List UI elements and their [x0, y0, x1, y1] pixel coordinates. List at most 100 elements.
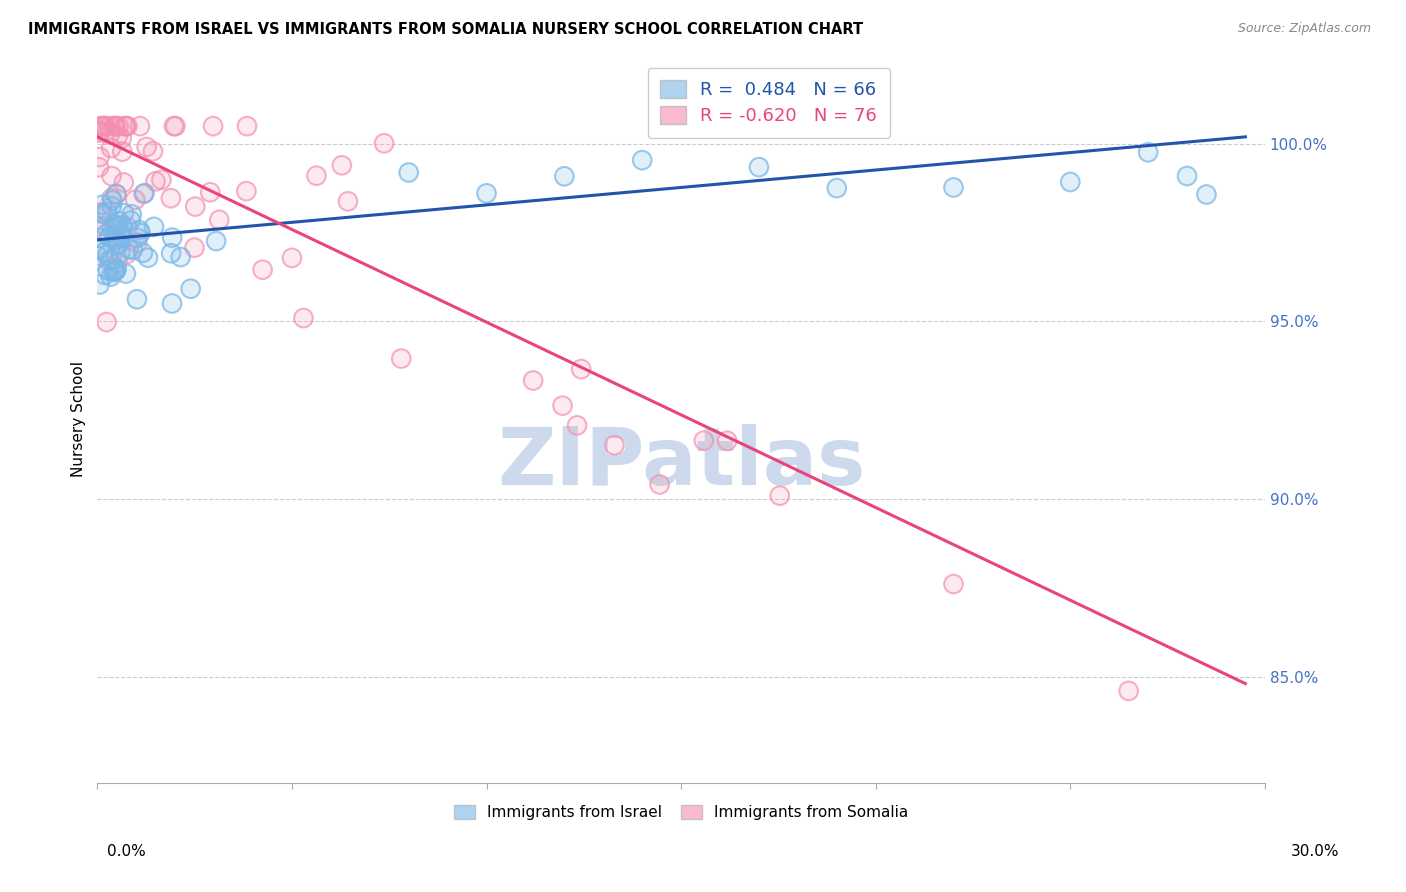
Point: [236, 119, 259, 133]
Point: [96, 315, 118, 329]
Point: [1137, 145, 1160, 160]
Point: [183, 241, 205, 255]
Point: [1137, 145, 1160, 160]
Point: [132, 187, 155, 202]
Point: [94, 227, 117, 241]
Point: [121, 243, 143, 257]
Point: [89, 231, 111, 245]
Point: [1175, 169, 1198, 183]
Point: [125, 292, 148, 306]
Point: [90, 205, 112, 219]
Point: [114, 119, 136, 133]
Point: [100, 253, 122, 268]
Point: [110, 230, 132, 244]
Point: [1118, 684, 1140, 698]
Point: [101, 194, 124, 208]
Point: [205, 234, 228, 248]
Point: [160, 230, 183, 244]
Point: [89, 277, 111, 292]
Point: [107, 256, 129, 270]
Point: [104, 264, 127, 278]
Point: [398, 165, 420, 179]
Point: [124, 193, 146, 207]
Point: [108, 236, 131, 251]
Point: [180, 282, 202, 296]
Point: [108, 236, 131, 251]
Point: [96, 315, 118, 329]
Point: [96, 248, 118, 262]
Point: [128, 223, 150, 237]
Point: [100, 169, 122, 183]
Point: [98, 119, 121, 133]
Point: [114, 119, 136, 133]
Point: [603, 438, 626, 452]
Point: [105, 219, 128, 234]
Point: [87, 249, 110, 263]
Point: [129, 226, 152, 240]
Point: [200, 186, 222, 200]
Point: [98, 128, 121, 142]
Point: [103, 218, 125, 232]
Point: [105, 262, 128, 277]
Point: [96, 248, 118, 262]
Point: [100, 191, 122, 205]
Point: [292, 311, 315, 326]
Point: [252, 262, 274, 277]
Point: [716, 434, 738, 448]
Point: [112, 176, 135, 190]
Point: [569, 362, 592, 376]
Point: [103, 218, 125, 232]
Point: [129, 119, 152, 133]
Point: [121, 207, 143, 221]
Point: [89, 124, 111, 138]
Point: [292, 311, 315, 326]
Point: [105, 186, 128, 201]
Point: [170, 250, 193, 264]
Point: [330, 158, 353, 172]
Point: [145, 174, 167, 188]
Point: [145, 174, 167, 188]
Point: [134, 186, 156, 201]
Point: [87, 161, 110, 175]
Point: [103, 233, 125, 247]
Point: [565, 418, 588, 433]
Point: [107, 129, 129, 144]
Point: [87, 249, 110, 263]
Point: [103, 265, 125, 279]
Point: [111, 145, 134, 159]
Point: [91, 119, 114, 133]
Point: [100, 141, 122, 155]
Point: [603, 438, 626, 452]
Point: [107, 129, 129, 144]
Point: [98, 230, 121, 244]
Point: [89, 124, 111, 138]
Point: [1195, 187, 1218, 202]
Point: [97, 263, 120, 277]
Point: [160, 296, 183, 310]
Point: [100, 191, 122, 205]
Point: [551, 399, 574, 413]
Point: [281, 251, 304, 265]
Point: [942, 180, 965, 194]
Point: [91, 119, 114, 133]
Point: [170, 250, 193, 264]
Point: [205, 234, 228, 248]
Point: [1059, 175, 1081, 189]
Point: [93, 207, 115, 221]
Point: [693, 434, 716, 448]
Point: [134, 186, 156, 201]
Point: [105, 187, 128, 202]
Point: [202, 119, 225, 133]
Point: [115, 267, 138, 281]
Point: [118, 242, 141, 256]
Point: [208, 212, 231, 227]
Point: [305, 169, 328, 183]
Point: [112, 206, 135, 220]
Point: [163, 119, 186, 133]
Point: [93, 119, 115, 133]
Point: [89, 243, 111, 257]
Point: [160, 246, 183, 260]
Point: [184, 200, 207, 214]
Point: [693, 434, 716, 448]
Point: [183, 241, 205, 255]
